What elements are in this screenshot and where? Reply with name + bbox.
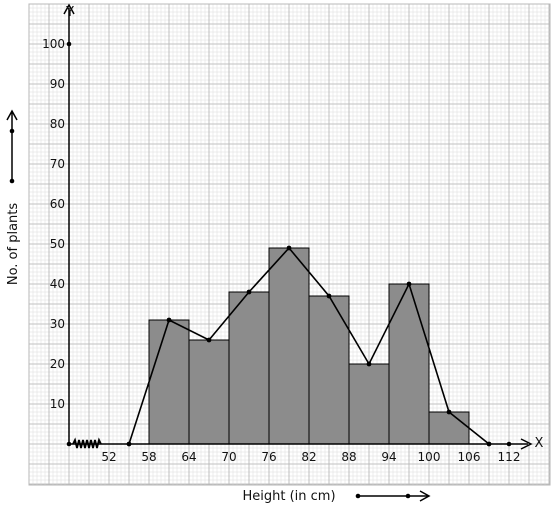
polygon-point-103 [446,409,452,415]
x-tick-label-58: 58 [141,450,156,464]
x-tick-label-100: 100 [418,450,441,464]
x-tick-label-106: 106 [458,450,481,464]
y-tick-label-20: 20 [50,357,65,371]
x-tick-label-94: 94 [381,450,396,464]
polygon-point-91 [366,361,372,367]
bar-88-94 [348,363,390,445]
y-tick-label-60: 60 [50,197,65,211]
polygon-point-85 [326,293,332,299]
x-tick-labels: 52 58 64 70 76 82 88 94 100 106 112 [101,450,520,464]
y-axis-title: No. of plants [6,203,21,286]
x-tick-label-52: 52 [101,450,116,464]
y-tick-label-80: 80 [50,117,65,131]
y-direction-arrow [6,109,18,184]
x-tick-label-76: 76 [261,450,276,464]
frequency-polygon [126,245,512,447]
polygon-point-61 [166,317,172,323]
y-tick-label-90: 90 [50,77,65,91]
origin-point [66,441,72,447]
x-tick-label-64: 64 [181,450,196,464]
y-tick-label-100: 100 [42,37,65,51]
axis-point-112 [506,441,512,447]
polygon-point-73 [246,289,252,295]
y-axis-letter: Y [65,5,74,20]
y-tick-label-40: 40 [50,277,65,291]
x-axis-letter: X [535,436,544,451]
bar-100-106 [428,411,470,445]
x-tick-label-88: 88 [341,450,356,464]
bar-82-88 [308,295,350,445]
y-axis-arrowhead [63,3,75,15]
polygon-point-109 [486,441,492,447]
polygon-point-79 [286,245,292,251]
polygon-point-97 [406,281,412,287]
x-axis-arrowhead [520,438,533,450]
bar-58-64 [148,319,190,445]
y-tick-label-30: 30 [50,317,65,331]
bar-76-82 [268,247,310,445]
y-axis-point-100 [66,41,72,47]
y-tick-labels: 10 20 30 40 50 60 70 80 90 100 [42,37,65,411]
x-tick-label-112: 112 [498,450,521,464]
bar-70-76 [228,291,270,445]
y-tick-label-50: 50 [50,237,65,251]
frequency-polygon-line [128,246,490,445]
bar-94-100 [388,283,430,445]
y-tick-label-10: 10 [50,397,65,411]
y-tick-label-70: 70 [50,157,65,171]
x-axis-title: Height (in cm) [242,489,335,504]
x-direction-arrow [355,490,431,502]
axes [63,3,533,450]
x-tick-label-70: 70 [221,450,236,464]
x-tick-label-82: 82 [301,450,316,464]
bar-64-70 [188,339,230,445]
polygon-point-55 [126,441,132,447]
polygon-point-67 [206,337,212,343]
x-axis-break-mark [72,437,102,449]
